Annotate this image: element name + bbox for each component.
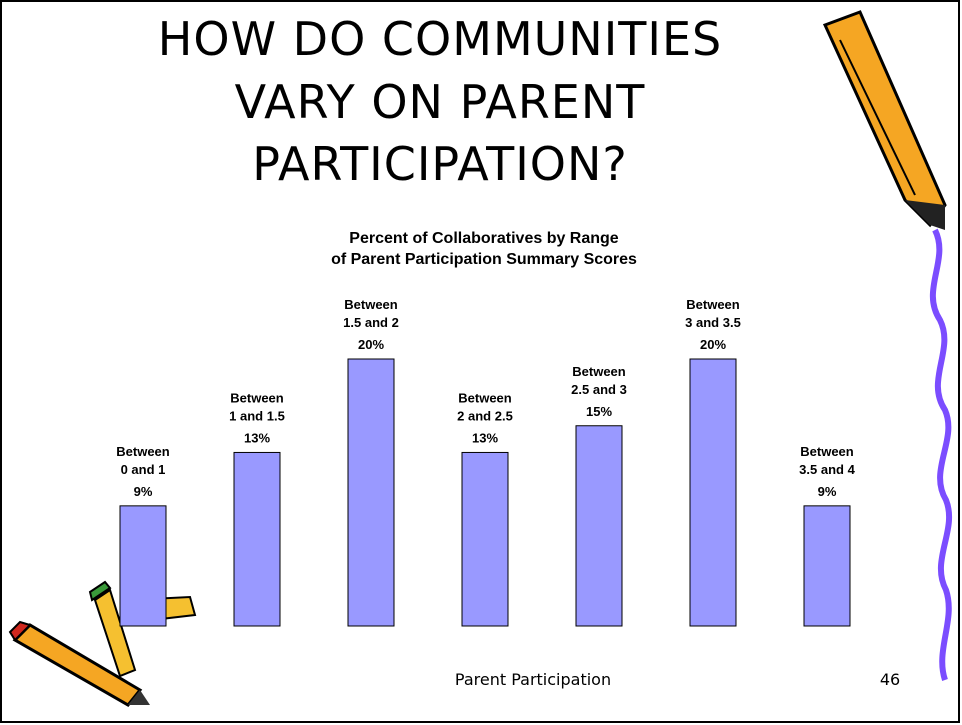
pencil-top-right [822, 10, 947, 230]
value-label: 9% [134, 484, 153, 499]
category-label: Between [800, 444, 854, 459]
value-label: 9% [818, 484, 837, 499]
category-label: Between [344, 297, 398, 312]
bar [575, 425, 623, 627]
value-label: 20% [358, 337, 384, 352]
value-label: 13% [472, 430, 498, 445]
bar [803, 505, 851, 627]
category-label: Between [116, 444, 170, 459]
bar [233, 451, 281, 627]
title-line: PARTICIPATION? [252, 137, 628, 191]
category-label: 0 and 1 [121, 462, 166, 477]
category-label: 3 and 3.5 [685, 315, 741, 330]
category-label: 2 and 2.5 [457, 408, 513, 423]
x-axis-label: Parent Participation [455, 670, 611, 689]
chart-subtitle: Percent of Collaboratives by Range [349, 230, 619, 247]
title-line: VARY ON PARENT [235, 75, 646, 129]
bar [689, 358, 737, 627]
category-label: Between [572, 364, 626, 379]
title-line: HOW DO COMMUNITIES [158, 12, 722, 66]
category-label: Between [686, 297, 740, 312]
bar [461, 451, 509, 627]
bar [119, 505, 167, 627]
value-label: 15% [586, 404, 612, 419]
bar [347, 358, 395, 627]
page-number: 46 [880, 670, 900, 689]
category-label: 2.5 and 3 [571, 382, 627, 397]
value-label: 20% [700, 337, 726, 352]
wavy-line [929, 228, 953, 681]
value-label: 13% [244, 430, 270, 445]
category-label: 1 and 1.5 [229, 408, 285, 423]
category-label: Between [458, 390, 512, 405]
chart-subtitle: of Parent Participation Summary Scores [331, 251, 637, 268]
category-label: 1.5 and 2 [343, 315, 399, 330]
category-label: Between [230, 390, 284, 405]
category-label: 3.5 and 4 [799, 462, 855, 477]
